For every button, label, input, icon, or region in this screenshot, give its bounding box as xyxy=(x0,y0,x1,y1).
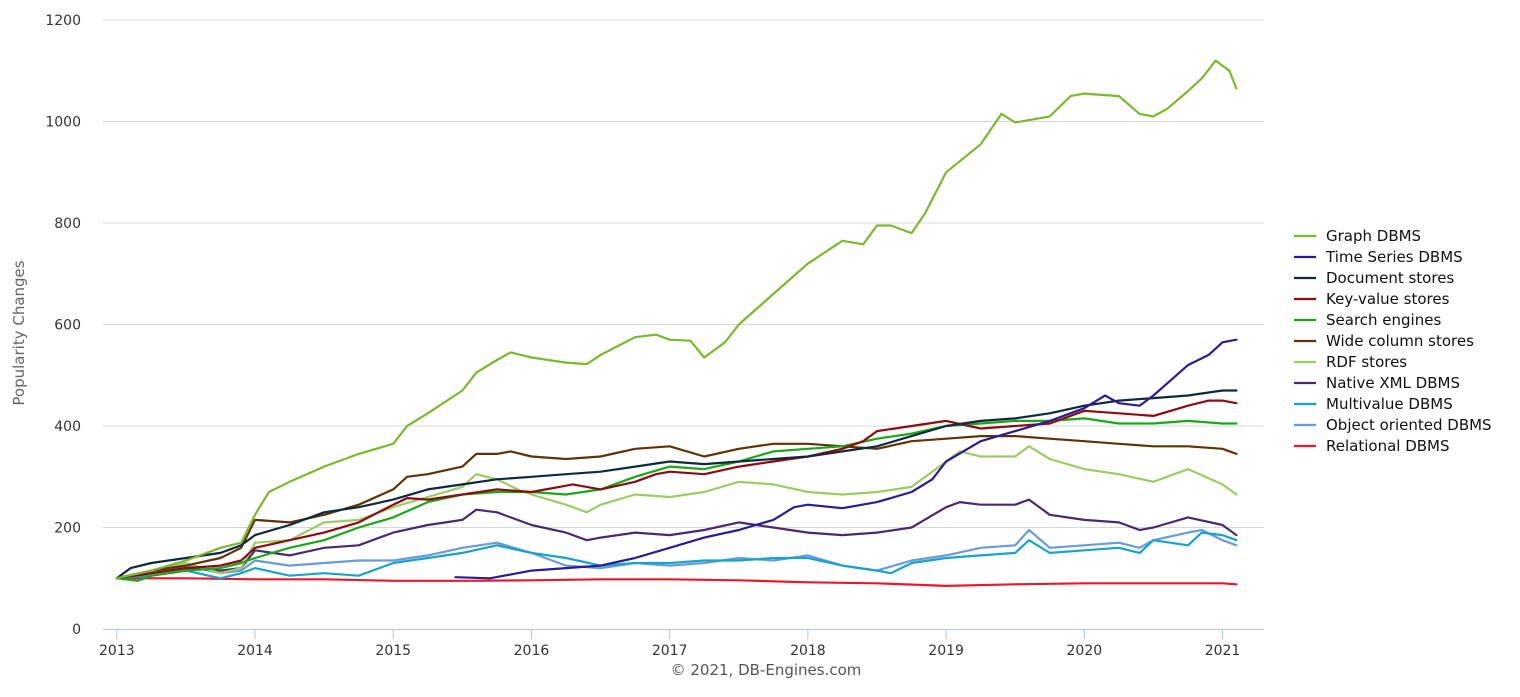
legend: Graph DBMS Time Series DBMS Document store… xyxy=(1294,227,1492,455)
x-tick-label: 2016 xyxy=(514,643,550,659)
x-tick-label: 2019 xyxy=(928,643,964,659)
y-tick-label: 1000 xyxy=(45,115,81,131)
y-axis-title: Popularity Changes xyxy=(10,260,28,405)
legend-label: Object oriented DBMS xyxy=(1326,416,1492,434)
y-tick-label: 600 xyxy=(54,318,81,334)
legend-label: Graph DBMS xyxy=(1326,227,1421,245)
legend-item-relational-dbms[interactable]: Relational DBMS xyxy=(1294,437,1450,455)
legend-item-rdf-stores[interactable]: RDF stores xyxy=(1294,353,1407,371)
legend-item-key-value-stores[interactable]: Key-value stores xyxy=(1294,290,1450,308)
x-tick-label: 2017 xyxy=(652,643,688,659)
legend-item-multivalue-dbms[interactable]: Multivalue DBMS xyxy=(1294,395,1453,413)
legend-label: Document stores xyxy=(1326,269,1454,287)
legend-item-document-stores[interactable]: Document stores xyxy=(1294,269,1454,287)
series-line-graph-dbms xyxy=(115,59,1238,580)
legend-label: Native XML DBMS xyxy=(1326,374,1460,392)
legend-item-wide-column-stores[interactable]: Wide column stores xyxy=(1294,332,1474,350)
series-line-document-stores xyxy=(115,389,1238,580)
series-line-search-engines xyxy=(115,417,1238,582)
legend-item-graph-dbms[interactable]: Graph DBMS xyxy=(1294,227,1421,245)
legend-item-time-series-dbms[interactable]: Time Series DBMS xyxy=(1294,248,1463,266)
series-line-key-value-stores xyxy=(115,399,1238,580)
series-line-multivalue-dbms xyxy=(115,531,1238,580)
y-tick-label: 0 xyxy=(72,622,81,638)
legend-label: RDF stores xyxy=(1326,353,1407,371)
series-line-relational-dbms xyxy=(115,577,1238,587)
axes: 0 200 400 600 800 1000 1200 2013 2014 2015 2016 201… xyxy=(45,13,1264,659)
x-tick-label: 2020 xyxy=(1067,643,1103,659)
x-tick-label: 2018 xyxy=(790,643,826,659)
y-tick-label: 400 xyxy=(54,419,81,435)
y-tick-label: 800 xyxy=(54,216,81,232)
grid xyxy=(103,19,1264,528)
series-line-time-series-dbms xyxy=(454,338,1238,580)
legend-item-search-engines[interactable]: Search engines xyxy=(1294,311,1441,329)
legend-label: Multivalue DBMS xyxy=(1326,395,1453,413)
legend-label: Time Series DBMS xyxy=(1325,248,1463,266)
legend-item-native-xml-dbms[interactable]: Native XML DBMS xyxy=(1294,374,1460,392)
x-tick-label: 2014 xyxy=(237,643,273,659)
y-tick-label: 1200 xyxy=(45,13,81,29)
y-tick-label: 200 xyxy=(54,521,81,537)
legend-label: Relational DBMS xyxy=(1326,437,1450,455)
plot-area xyxy=(115,59,1238,587)
credit-text: © 2021, DB-Engines.com xyxy=(671,661,862,679)
x-tick-label: 2015 xyxy=(375,643,411,659)
series-line-native-xml-dbms xyxy=(115,498,1238,580)
legend-item-object-oriented-dbms[interactable]: Object oriented DBMS xyxy=(1294,416,1492,434)
legend-label: Search engines xyxy=(1326,311,1441,329)
legend-label: Key-value stores xyxy=(1326,290,1450,308)
x-tick-label: 2021 xyxy=(1205,643,1241,659)
x-tick-label: 2013 xyxy=(99,643,135,659)
series-line-wide-column-stores xyxy=(115,435,1238,580)
series-line-rdf-stores xyxy=(115,445,1238,580)
legend-label: Wide column stores xyxy=(1326,332,1474,350)
